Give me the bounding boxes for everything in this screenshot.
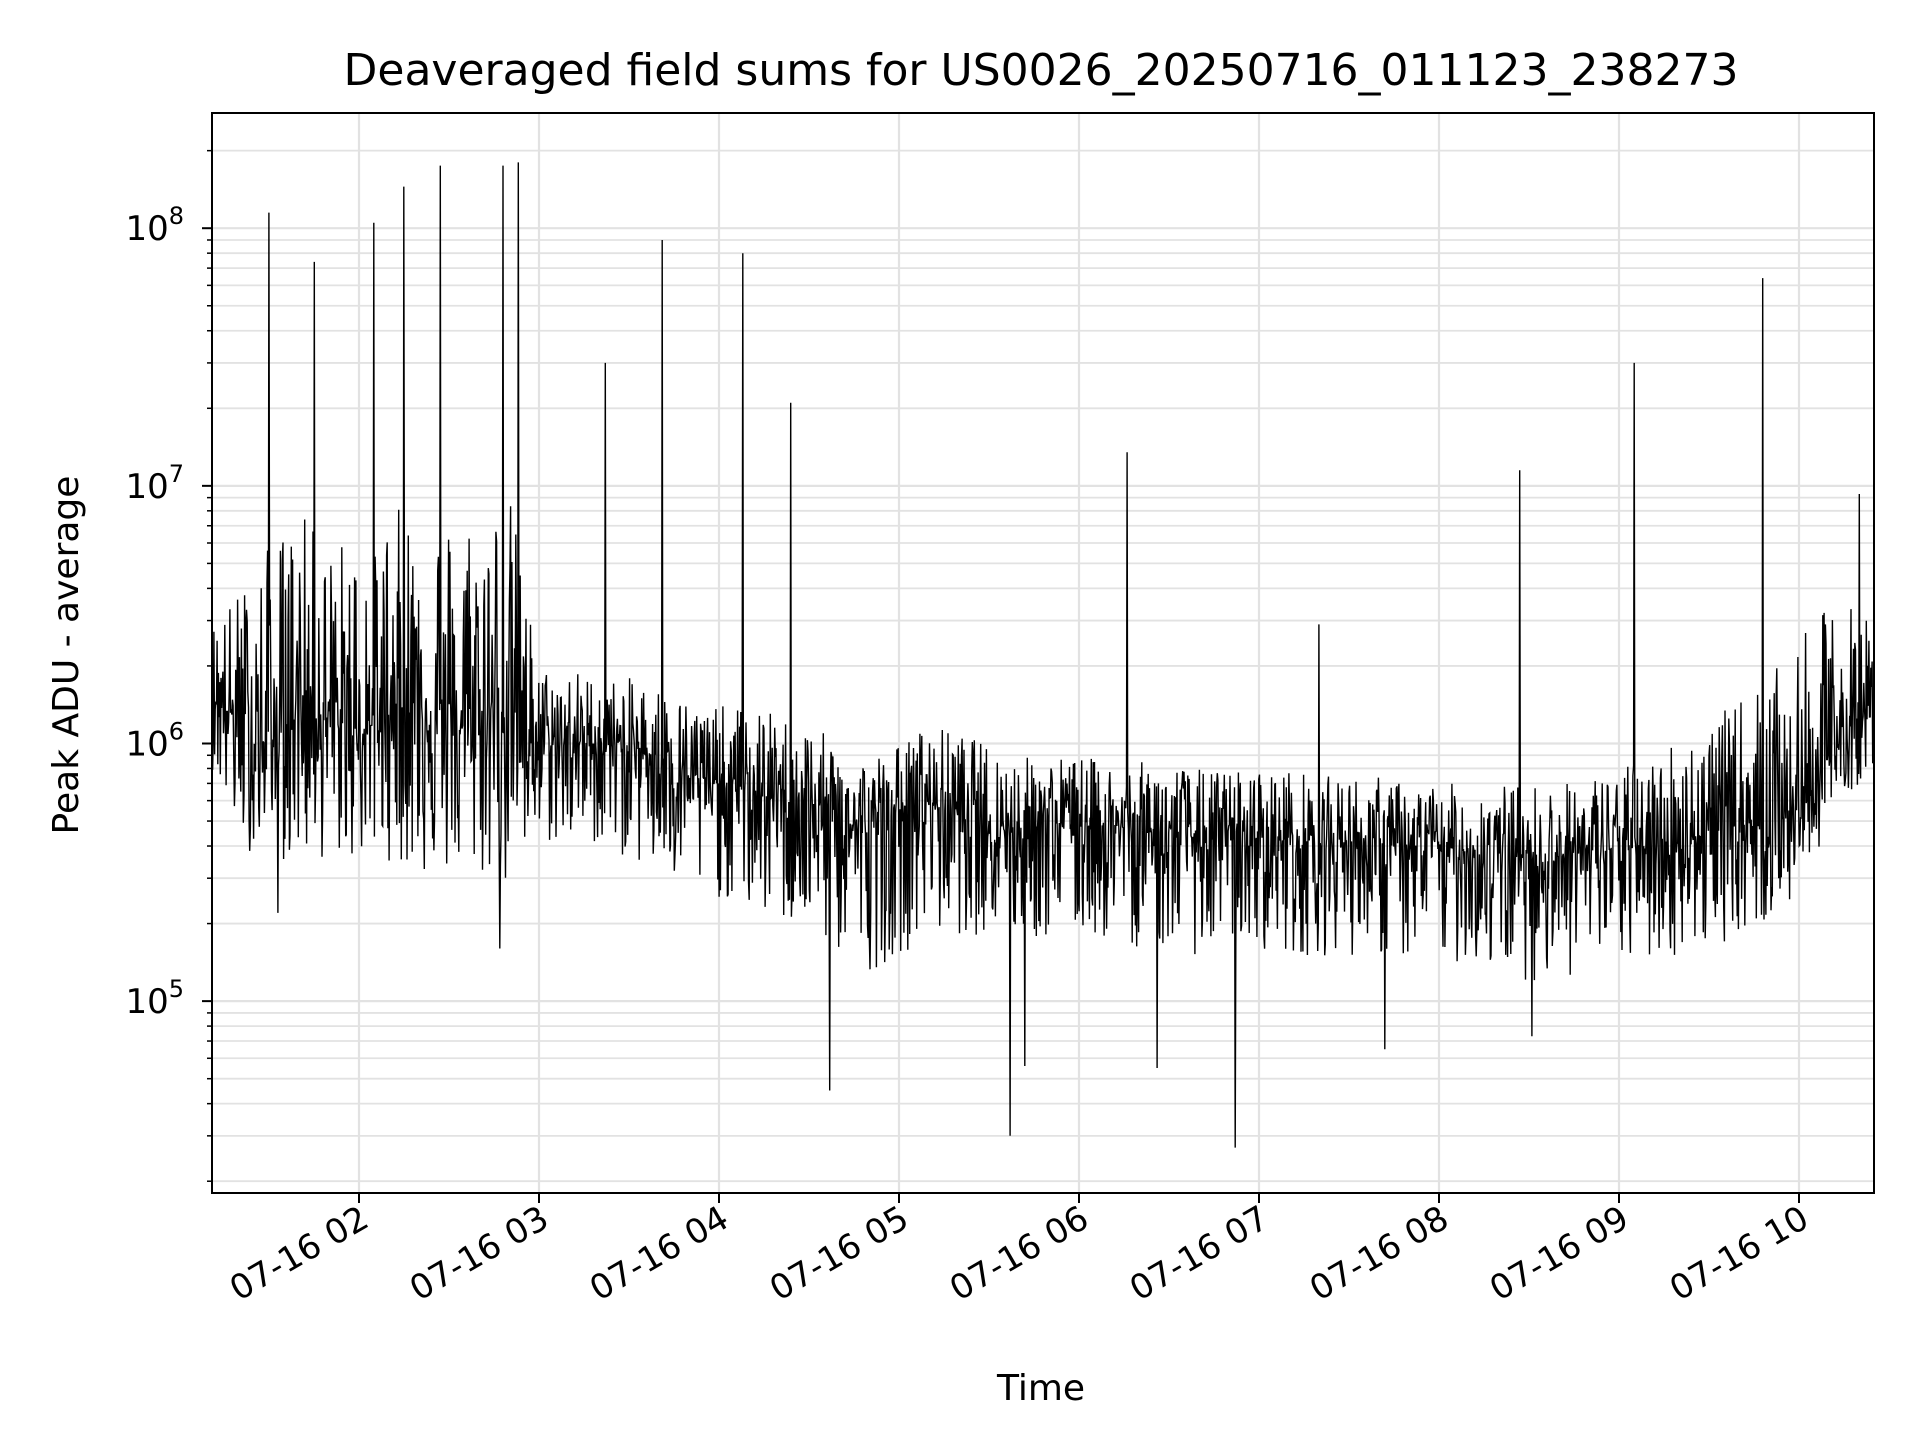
y-tick-label: 107 <box>125 460 184 507</box>
y-axis-title: Peak ADU - average <box>46 476 87 835</box>
grid-lines <box>212 113 1874 1193</box>
x-axis-title: Time <box>996 1368 1085 1409</box>
y-tick-exponent: 7 <box>169 460 184 488</box>
y-tick-label: 108 <box>125 202 184 249</box>
chart-title: Deaveraged field sums for US0026_2025071… <box>344 45 1739 96</box>
y-tick-base: 10 <box>125 724 168 764</box>
y-tick-label: 106 <box>125 717 184 764</box>
plot-frame <box>211 112 1875 1194</box>
y-tick-base: 10 <box>125 467 168 507</box>
y-tick-exponent: 8 <box>169 202 184 230</box>
y-tick-label: 105 <box>125 975 184 1022</box>
y-tick-exponent: 5 <box>169 975 184 1003</box>
y-tick-exponent: 6 <box>169 717 184 745</box>
y-tick-base: 10 <box>125 982 168 1022</box>
series-line <box>212 162 1874 1148</box>
y-tick-base: 10 <box>125 209 168 249</box>
data-series <box>212 162 1874 1148</box>
